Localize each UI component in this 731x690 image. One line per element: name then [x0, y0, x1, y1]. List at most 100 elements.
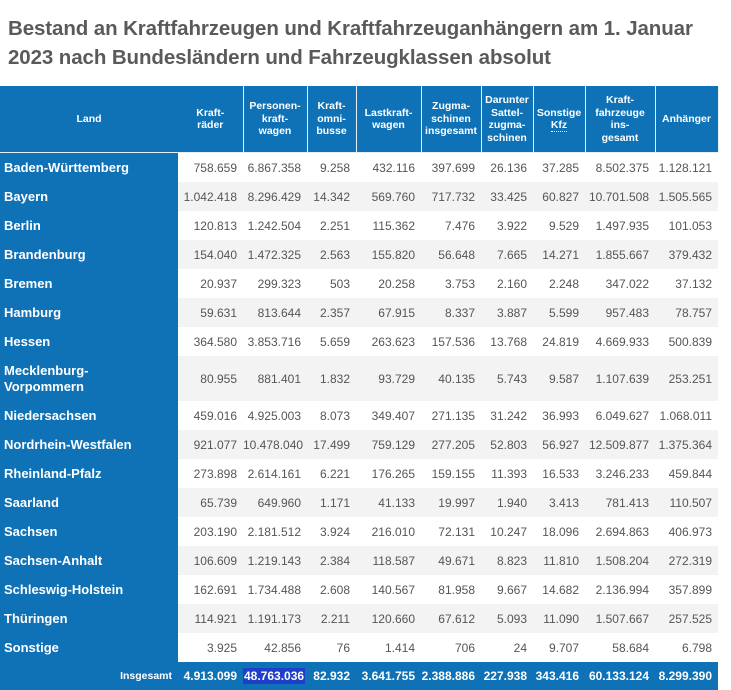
table-cell: 76	[336, 640, 350, 655]
table-cell: 6.221	[319, 466, 350, 481]
header-text-line: omni-	[317, 112, 346, 125]
table-cell: 114.921	[178, 604, 243, 633]
table-cell: 6.798	[681, 640, 712, 655]
header-text-line: insgesamt	[425, 125, 477, 138]
row-label: Bremen	[0, 269, 178, 298]
table-cell: 78.757	[655, 298, 718, 327]
row-label-line: Mecklenburg-	[4, 362, 89, 378]
selected-text[interactable]: 48.763.036	[243, 668, 306, 684]
table-cell: 9.258	[319, 160, 350, 175]
row-label: Hessen	[0, 327, 178, 356]
column-header: Darunter Sattel-zugma-schinen	[481, 86, 534, 153]
table-cell: 5.659	[319, 334, 350, 349]
table-cell: 110.507	[655, 488, 718, 517]
header-text-line: schinen	[487, 131, 527, 144]
header-text-line: Sattel-	[490, 106, 524, 119]
table-cell: 60.827	[533, 182, 585, 211]
table-cell: 9.667	[496, 582, 527, 597]
table-cell: 2.357	[307, 298, 356, 327]
header-text-line: Kfz	[550, 119, 568, 132]
table-cell: 65.739	[178, 488, 243, 517]
table-cell: 1.128.121	[658, 160, 712, 175]
total-cell: 48.763.036	[243, 662, 307, 690]
row-label: Bayern	[0, 182, 178, 211]
table-cell: 379.432	[655, 240, 718, 269]
header-text-line: schinen	[431, 112, 471, 125]
table-cell: 7.476	[444, 218, 475, 233]
table-row: Sonstige 3.925 42.856 76 1.414 706 24 9.707 58.6…	[0, 633, 718, 662]
table-cell: 2.608	[319, 582, 350, 597]
table-cell: 120.813	[193, 218, 237, 233]
header-text-line: zugma-	[488, 119, 526, 131]
total-cell: 3.641.755	[356, 662, 421, 690]
header-text-line: wagen	[372, 119, 405, 131]
table-cell: 24.819	[542, 334, 579, 349]
table-row: Baden-Württemberg 758.659 6.867.358 9.258 43…	[0, 152, 718, 182]
table-row: Rheinland-Pfalz 273.898 2.614.161 6.221 176.…	[0, 459, 718, 488]
column-header: Anhänger	[655, 86, 719, 153]
table-cell: 2.251	[319, 218, 350, 233]
table-row: Hessen 364.580 3.853.716 5.659 263.623 157.53…	[0, 327, 718, 356]
table-cell: 881.401	[243, 356, 307, 401]
header-text-line: Kraft-	[317, 100, 346, 113]
table-cell: 1.508.204	[585, 546, 655, 575]
table-cell: 31.242	[490, 408, 527, 423]
table-cell: 569.760	[356, 182, 421, 211]
table-cell: 93.729	[356, 356, 421, 401]
table-cell: 2.563	[307, 240, 356, 269]
column-header: Kraft-fahrzeuge ins-gesamt	[585, 86, 656, 153]
table-cell: 5.093	[481, 604, 533, 633]
table-cell: 42.856	[264, 640, 301, 655]
row-label: Sachsen	[0, 517, 178, 546]
table-cell: 3.853.716	[247, 334, 301, 349]
table-cell: 16.533	[542, 466, 579, 481]
row-label: Saarland	[0, 488, 178, 517]
table-cell: 1.855.667	[585, 240, 655, 269]
table-cell: 6.867.358	[247, 160, 301, 175]
table-cell: 40.135	[421, 356, 481, 401]
table-cell: 11.090	[533, 604, 585, 633]
table-cell: 7.665	[481, 240, 533, 269]
table-cell: 1.832	[307, 356, 356, 401]
header-text-line: Zugma-	[432, 100, 470, 113]
table-cell: 4.925.003	[247, 408, 301, 423]
table-cell: 253.251	[655, 356, 718, 401]
total-cell: 2.388.886	[421, 662, 481, 690]
table-cell: 12.509.877	[585, 430, 655, 459]
header-text-line: Darunter	[485, 94, 529, 106]
header-text-line: Personen-	[249, 100, 301, 113]
table-cell: 115.362	[372, 218, 416, 233]
column-header: Kraft-omni-busse	[307, 86, 357, 153]
table-cell: 41.133	[356, 488, 421, 517]
table-cell: 11.810	[533, 546, 585, 575]
table-cell: 397.699	[431, 160, 475, 175]
table-row: Saarland 65.739 649.960 1.171 41.133 19.997 1.…	[0, 488, 718, 517]
total-cell: 82.932	[307, 662, 356, 690]
table-cell: 67.612	[421, 604, 481, 633]
table-cell: 2.160	[496, 276, 527, 291]
table-cell: 36.993	[542, 408, 579, 423]
row-label: Brandenburg	[0, 240, 178, 269]
table-cell: 3.753	[444, 276, 475, 291]
row-label: Sonstige	[0, 633, 178, 662]
column-header: Kraft-räder	[178, 86, 244, 153]
table-cell: 1.507.667	[585, 604, 655, 633]
header-text-line: busse	[316, 125, 347, 138]
header-text-line: räder	[197, 119, 224, 131]
table-cell: 52.803	[481, 430, 533, 459]
table-cell: 3.925	[206, 640, 237, 655]
table-cell: 9.707	[548, 640, 579, 655]
header-text-line: wagen	[258, 125, 292, 138]
table-cell: 106.609	[178, 546, 243, 575]
table-cell: 81.958	[438, 582, 475, 597]
table-cell: 347.022	[605, 276, 649, 291]
header-text-line: Sonstige	[536, 106, 582, 119]
table-cell: 1.068.011	[659, 408, 713, 423]
table-cell: 14.342	[307, 182, 356, 211]
table-cell: 349.407	[371, 408, 415, 423]
row-label: Sachsen-Anhalt	[0, 546, 178, 575]
table-cell: 1.191.173	[243, 604, 307, 633]
table-cell: 140.567	[371, 582, 415, 597]
table-cell: 706	[454, 640, 475, 655]
table-cell: 357.899	[668, 582, 712, 597]
